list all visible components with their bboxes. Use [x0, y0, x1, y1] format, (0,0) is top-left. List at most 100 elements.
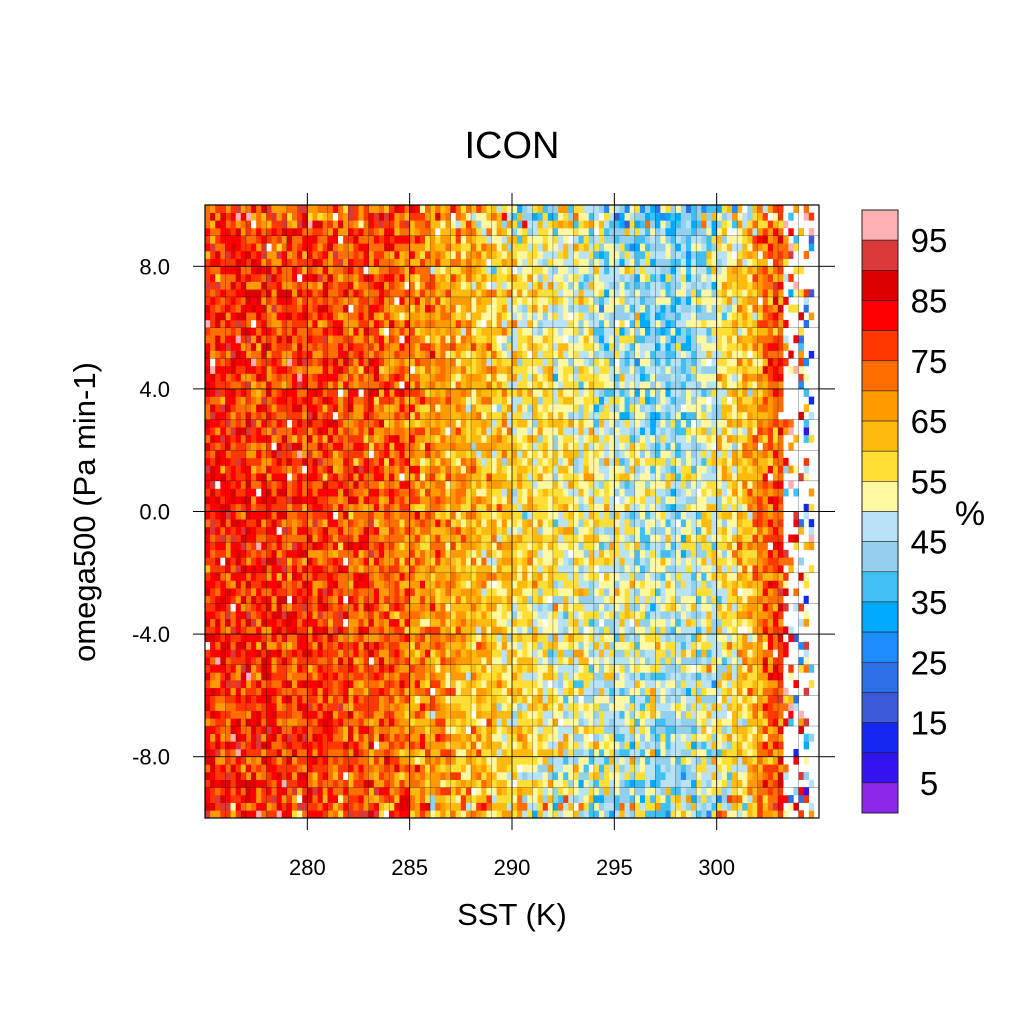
- heatmap-cell: [445, 519, 451, 528]
- heatmap-cell: [225, 703, 231, 712]
- heatmap-cell: [358, 565, 364, 574]
- heatmap-cell: [419, 381, 426, 390]
- heatmap-cell: [240, 672, 247, 681]
- heatmap-cell: [430, 572, 436, 581]
- heatmap-cell: [332, 534, 339, 543]
- heatmap-cell: [465, 473, 472, 482]
- heatmap-cell: [378, 664, 385, 673]
- heatmap-cell: [445, 549, 451, 558]
- heatmap-cell: [220, 235, 226, 244]
- heatmap-cell: [286, 258, 293, 267]
- heatmap-cell: [322, 549, 329, 558]
- heatmap-cell: [419, 434, 426, 443]
- heatmap-cell: [343, 519, 349, 528]
- heatmap-cell: [384, 396, 390, 405]
- heatmap-cell: [215, 542, 221, 551]
- heatmap-cell: [414, 496, 421, 505]
- heatmap-cell: [256, 764, 262, 773]
- heatmap-cell: [266, 565, 272, 574]
- heatmap-cell: [460, 266, 467, 275]
- heatmap-cell: [322, 365, 329, 374]
- heatmap-cell: [363, 419, 370, 428]
- heatmap-cell: [506, 565, 513, 574]
- heatmap-cell: [394, 580, 400, 589]
- heatmap-cell: [419, 542, 426, 551]
- heatmap-cell: [404, 220, 410, 229]
- heatmap-cell: [435, 404, 441, 413]
- heatmap-cell: [353, 266, 359, 275]
- heatmap-cell: [522, 741, 528, 750]
- heatmap-cell: [261, 511, 267, 520]
- heatmap-cell: [384, 542, 390, 551]
- heatmap-cell: [317, 710, 323, 719]
- heatmap-cell: [302, 580, 308, 589]
- heatmap-cell: [430, 749, 436, 757]
- heatmap-cell: [363, 350, 370, 359]
- heatmap-cell: [302, 519, 308, 528]
- heatmap-cell: [240, 205, 247, 213]
- heatmap-cell: [286, 557, 293, 566]
- heatmap-cell: [205, 664, 211, 673]
- heatmap-cell: [286, 289, 293, 298]
- heatmap-cell: [312, 411, 318, 420]
- heatmap-cell: [332, 450, 339, 459]
- heatmap-cell: [327, 381, 334, 390]
- heatmap-cell: [517, 281, 523, 290]
- heatmap-cell: [522, 565, 528, 574]
- heatmap-cell: [332, 350, 339, 359]
- heatmap-cell: [215, 572, 221, 581]
- heatmap-cell: [430, 388, 436, 397]
- heatmap-cell: [261, 227, 267, 236]
- heatmap-cell: [389, 733, 395, 742]
- heatmap-cell: [302, 442, 308, 451]
- heatmap-cell: [297, 465, 303, 474]
- heatmap-cell: [210, 427, 216, 436]
- heatmap-cell: [425, 373, 431, 382]
- heatmap-cell: [425, 703, 431, 712]
- heatmap-cell: [404, 296, 410, 305]
- heatmap-cell: [297, 534, 303, 543]
- heatmap-cell: [307, 404, 313, 413]
- heatmap-cell: [522, 542, 528, 551]
- heatmap-cell: [419, 289, 426, 298]
- heatmap-cell: [399, 235, 405, 244]
- heatmap-cell: [501, 549, 508, 558]
- heatmap-cell: [378, 672, 385, 681]
- heatmap-cell: [266, 603, 272, 612]
- heatmap-cell: [506, 779, 513, 788]
- heatmap-cell: [491, 749, 497, 757]
- heatmap-cell: [205, 634, 211, 643]
- heatmap-cell: [210, 465, 216, 474]
- heatmap-cell: [409, 542, 416, 551]
- heatmap-cell: [425, 480, 431, 489]
- heatmap-cell: [358, 488, 364, 497]
- heatmap-cell: [348, 618, 354, 627]
- heatmap-cell: [276, 572, 283, 581]
- heatmap-cell: [215, 480, 221, 489]
- heatmap-cell: [430, 404, 436, 413]
- heatmap-cell: [425, 304, 431, 313]
- heatmap-cell: [501, 634, 508, 643]
- heatmap-cell: [430, 304, 436, 313]
- heatmap-cell: [343, 373, 349, 382]
- heatmap-cell: [291, 411, 298, 420]
- heatmap-cell: [440, 672, 446, 681]
- heatmap-cell: [302, 664, 308, 673]
- heatmap-cell: [312, 266, 318, 275]
- heatmap-cell: [338, 473, 344, 482]
- heatmap-cell: [471, 680, 477, 689]
- heatmap-cell: [368, 404, 375, 413]
- heatmap-cell: [430, 212, 436, 221]
- heatmap-cell: [332, 473, 339, 482]
- heatmap-cell: [297, 396, 303, 405]
- heatmap-cell: [425, 289, 431, 298]
- heatmap-cell: [312, 580, 318, 589]
- heatmap-cell: [276, 450, 283, 459]
- heatmap-cell: [394, 266, 400, 275]
- heatmap-cell: [414, 511, 421, 520]
- heatmap-cell: [389, 687, 395, 696]
- heatmap-cell: [409, 703, 416, 712]
- heatmap-cell: [307, 503, 313, 512]
- heatmap-cell: [496, 381, 503, 390]
- heatmap-cell: [496, 580, 503, 589]
